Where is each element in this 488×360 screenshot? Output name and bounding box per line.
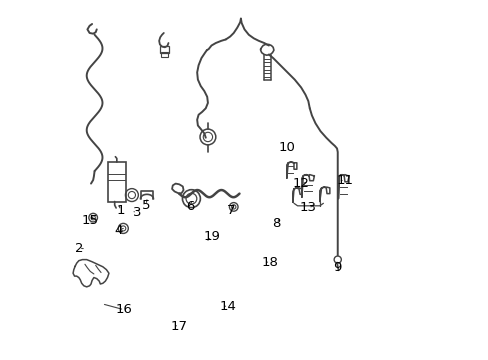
- Text: 6: 6: [185, 201, 194, 213]
- Bar: [160, 46, 169, 53]
- Text: 2: 2: [74, 242, 83, 255]
- Bar: [161, 52, 167, 57]
- Text: 1: 1: [116, 204, 125, 217]
- Text: 5: 5: [142, 199, 150, 212]
- Text: 13: 13: [299, 202, 316, 215]
- Text: 15: 15: [81, 214, 98, 227]
- Bar: [107, 162, 126, 202]
- Text: 10: 10: [278, 140, 295, 153]
- Text: 19: 19: [203, 230, 220, 243]
- Text: 3: 3: [132, 207, 141, 220]
- Text: 9: 9: [333, 261, 341, 274]
- Text: 8: 8: [272, 217, 281, 230]
- Text: 7: 7: [226, 204, 235, 217]
- Text: 11: 11: [336, 174, 353, 187]
- Text: 16: 16: [116, 303, 133, 316]
- Text: 12: 12: [292, 177, 309, 190]
- Text: 18: 18: [262, 256, 278, 269]
- Text: 14: 14: [220, 300, 236, 313]
- Text: 17: 17: [170, 320, 187, 333]
- Text: 4: 4: [114, 224, 122, 237]
